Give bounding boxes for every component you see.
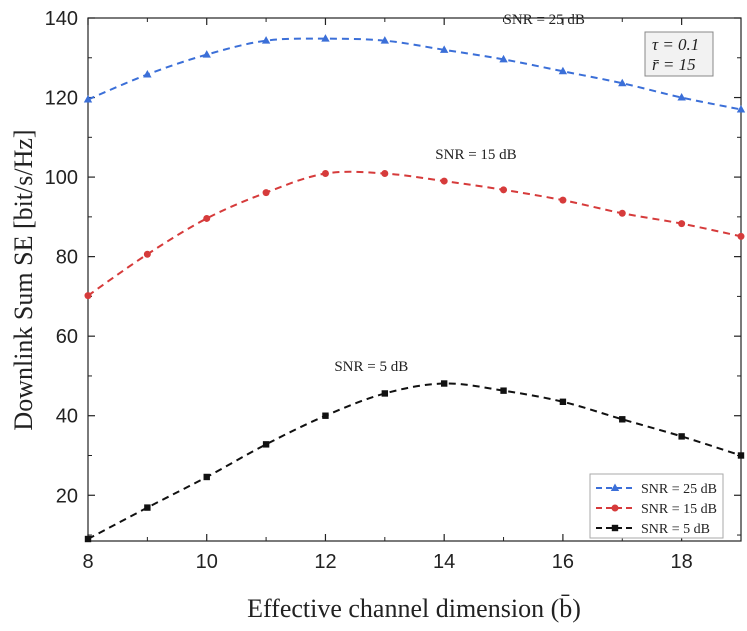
legend-label: SNR = 25 dB <box>641 482 717 497</box>
data-point <box>439 45 449 53</box>
data-point <box>262 441 270 448</box>
parameter-box: τ = 0.1 r̄ = 15 <box>644 31 714 77</box>
param-r: r̄ = 15 <box>652 55 696 74</box>
x-tick-label: 14 <box>433 551 455 573</box>
data-point <box>381 390 389 397</box>
series-annotation: SNR = 25 dB <box>504 12 585 28</box>
data-point <box>618 78 627 87</box>
y-tick-label: 60 <box>56 326 78 348</box>
x-tick-label: 8 <box>82 551 93 573</box>
data-point <box>558 66 568 75</box>
x-tick-label: 18 <box>671 551 693 573</box>
data-point <box>678 220 686 228</box>
y-tick-label: 20 <box>56 485 78 507</box>
legend-marker <box>611 504 619 512</box>
data-point <box>203 214 211 222</box>
legend-marker <box>610 483 620 491</box>
data-point <box>202 50 211 58</box>
annotations: SNR = 25 dB SNR = 15 dB SNR = 5 dB <box>334 12 585 375</box>
data-point <box>440 177 448 185</box>
data-point <box>499 54 508 63</box>
data-point <box>144 504 151 511</box>
x-tick-label: 16 <box>552 551 574 573</box>
data-point <box>618 209 626 217</box>
data-point <box>380 36 390 44</box>
data-point <box>500 186 508 194</box>
data-point <box>619 416 626 423</box>
y-tick-label: 120 <box>45 88 78 110</box>
y-tick-label: 140 <box>45 8 78 30</box>
data-point <box>321 34 330 42</box>
legend-label: SNR = 5 dB <box>641 522 710 537</box>
series-line <box>87 37 742 111</box>
data-point <box>83 95 93 103</box>
data-point <box>736 104 746 113</box>
series-group <box>83 34 746 543</box>
data-point <box>84 292 92 300</box>
data-point <box>321 170 329 178</box>
data-point <box>203 473 210 481</box>
data-point <box>143 250 151 258</box>
data-point <box>143 69 152 78</box>
data-point <box>84 535 92 543</box>
y-tick-label: 80 <box>56 247 78 269</box>
data-point <box>262 189 270 197</box>
data-point <box>559 196 567 204</box>
x-axis-label: Effective channel dimension (b̄) <box>247 594 581 623</box>
data-point <box>737 232 745 240</box>
y-axis-label: Downlink Sum SE [bit/s/Hz] <box>9 129 38 430</box>
data-point <box>381 170 389 178</box>
x-tick-label: 10 <box>196 551 218 573</box>
data-point <box>261 36 271 44</box>
data-point <box>500 387 507 394</box>
data-point <box>440 380 448 387</box>
legend: SNR = 25 dB SNR = 15 dB SNR = 5 dB <box>589 473 724 539</box>
data-point <box>678 433 685 440</box>
data-point <box>559 398 567 405</box>
axis-ticks: 8 10 12 14 16 18 20 40 60 80 100 120 140 <box>45 8 741 573</box>
data-point <box>322 412 329 419</box>
legend-label: SNR = 15 dB <box>641 502 717 517</box>
legend-marker <box>611 524 619 532</box>
series-annotation: SNR = 15 dB <box>435 147 516 163</box>
y-tick-label: 100 <box>45 167 78 189</box>
data-point <box>737 452 745 459</box>
x-tick-label: 12 <box>314 551 336 573</box>
param-tau: τ = 0.1 <box>652 35 699 54</box>
plot-area <box>87 17 742 542</box>
series-annotation: SNR = 5 dB <box>334 359 408 375</box>
data-point <box>677 93 686 101</box>
y-tick-label: 40 <box>56 406 78 428</box>
